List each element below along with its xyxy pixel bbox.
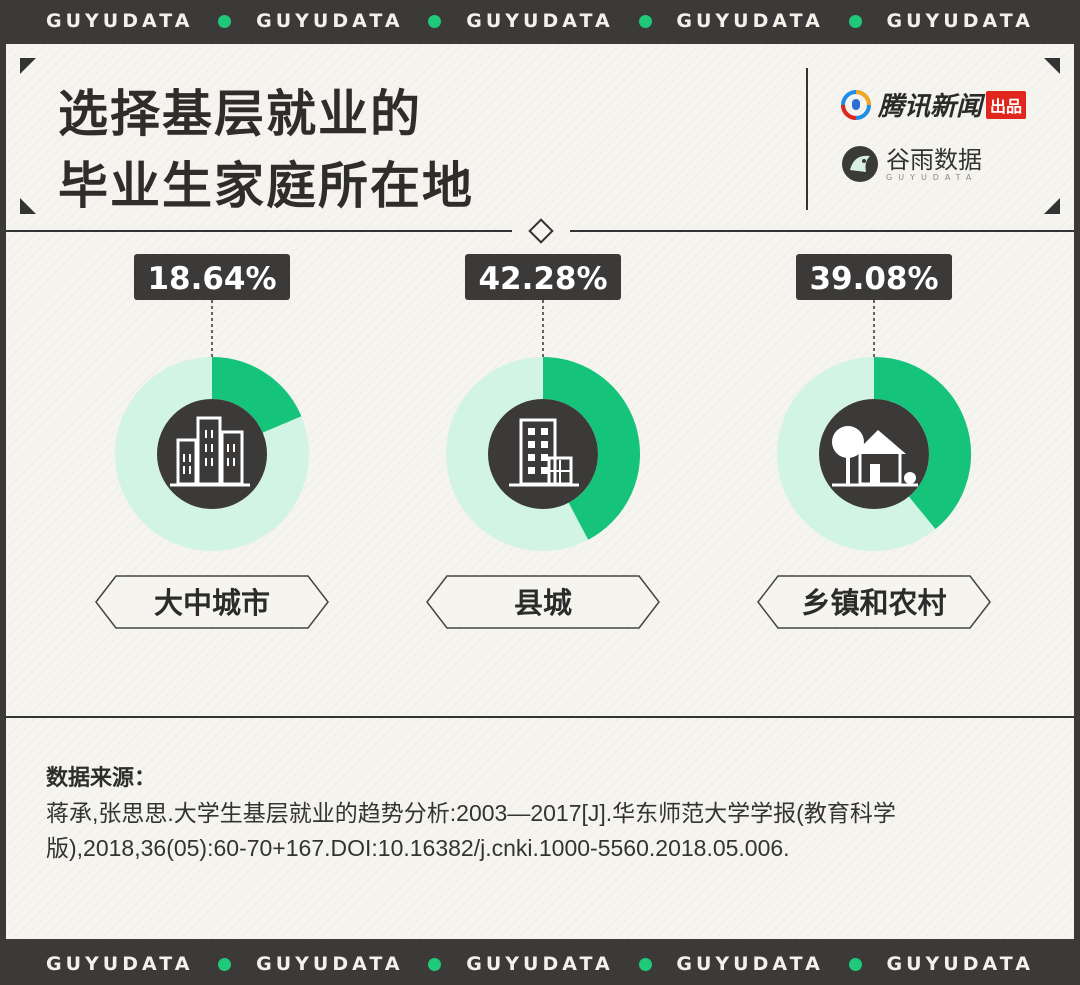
corner-bracket-icon [1044,198,1060,214]
brand-strip-text: GUYUDATA [256,10,404,32]
brand-strip-text: GUYUDATA [886,953,1034,975]
top-brand-strip: GUYUDATA GUYUDATA GUYUDATA GUYUDATA GUYU… [0,0,1080,42]
guyu-data-name: 谷雨数据 [886,145,982,174]
tencent-news-icon [841,89,871,120]
category-tag [757,575,991,629]
donut-chart-group: 18.64% 大中城市 42.28% 县城 39.08% 乡镇和农村 [95,254,991,629]
value-label: 18.64% [147,261,276,297]
brand-strip-text: GUYUDATA [466,953,614,975]
green-dot-icon [218,14,232,28]
green-dot-icon [428,957,442,971]
category-label: 乡镇和农村 [801,586,946,620]
brand-strip-text: GUYUDATA [886,10,1034,32]
donut-item: 39.08% 乡镇和农村 [757,254,991,629]
donut-value-arc [873,357,971,530]
office-building-icon [509,418,579,487]
brand-strip-text: GUYUDATA [466,10,614,32]
donut-value-arc [542,357,640,540]
content-panel: 选择基层就业的 毕业生家庭所在地 腾讯新闻 出品 谷雨数据 GUYUDATA 1… [6,44,1074,939]
title-line-2: 毕业生家庭所在地 [58,157,474,215]
category-tag [95,575,329,629]
title-line-1: 选择基层就业的 [58,85,422,143]
category-tag [426,575,660,629]
source-separator [6,716,1074,718]
corner-bracket-icon [20,198,36,214]
tencent-news-name: 腾讯新闻 [878,92,983,122]
green-dot-icon [638,14,652,28]
brand-strip-text: GUYUDATA [676,953,824,975]
brand-strip-text: GUYUDATA [256,953,404,975]
green-dot-icon [848,957,862,971]
category-label: 大中城市 [154,586,270,620]
header-divider [806,68,808,210]
donut-value-arc [211,357,302,434]
brand-strip-text: GUYUDATA [46,953,194,975]
green-dot-icon [428,14,442,28]
value-label-box [796,254,952,300]
bottom-brand-strip: GUYUDATA GUYUDATA GUYUDATA GUYUDATA GUYU… [0,943,1080,985]
value-label: 39.08% [809,261,938,297]
donut-center [157,399,267,509]
brand-strip-text: GUYUDATA [46,10,194,32]
source-citation: 蒋承,张思思.大学生基层就业的趋势分析:2003—2017[J].华东师范大学学… [46,800,896,861]
guyu-data-sub: GUYUDATA [886,172,978,182]
corner-bracket-icon [20,58,36,74]
donut-item: 18.64% 大中城市 [95,254,329,629]
corner-bracket-icon [1044,58,1060,74]
donut-item: 42.28% 县城 [426,254,660,629]
value-label: 42.28% [478,261,607,297]
value-label-box [465,254,621,300]
guyu-bird-icon [842,146,878,182]
page-title: 选择基层就业的 毕业生家庭所在地 [58,78,474,222]
green-dot-icon [218,957,232,971]
tencent-news-logo: 腾讯新闻 出品 [840,86,1027,123]
guyu-data-logo: 谷雨数据 GUYUDATA [840,144,982,184]
green-dot-icon [848,14,862,28]
category-label: 县城 [514,586,572,620]
rural-house-icon [832,426,918,487]
brand-strip-text: GUYUDATA [676,10,824,32]
source-heading: 数据来源： [46,766,157,791]
produced-by-tag: 出品 [986,90,1027,119]
green-dot-icon [638,957,652,971]
value-label-box [134,254,290,300]
city-buildings-icon [170,416,250,487]
